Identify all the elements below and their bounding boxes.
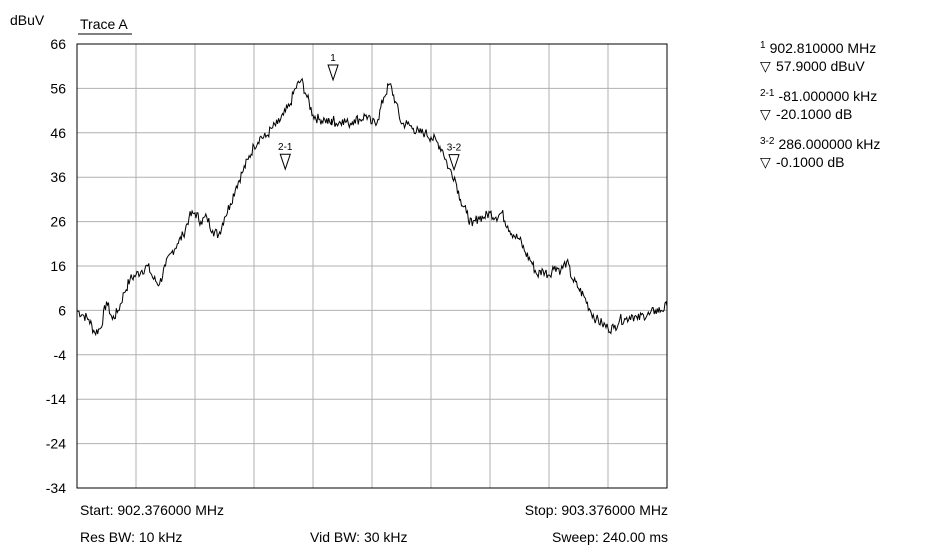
- y-tick-label: 26: [50, 214, 66, 230]
- chart-title: Trace A: [80, 16, 128, 32]
- y-tick-label: 36: [50, 169, 66, 185]
- y-tick-label: 6: [58, 302, 66, 318]
- resolution-bandwidth: Res BW: 10 kHz: [80, 529, 183, 545]
- marker-delta-level: -20.1000 dB: [776, 106, 853, 122]
- marker-label: 1: [330, 53, 336, 64]
- marker-delta-frequency: 286.000000 kHz: [778, 136, 881, 152]
- y-tick-label: 46: [50, 125, 66, 141]
- marker-delta-level: -0.1000 dB: [776, 154, 845, 170]
- y-tick-label: -4: [54, 347, 67, 363]
- marker-triangle-icon: ▽: [760, 58, 771, 74]
- y-tick-label: 56: [50, 80, 66, 96]
- marker-frequency: 902.810000 MHz: [769, 40, 877, 56]
- marker-triangle: [279, 153, 291, 171]
- marker-level: 57.9000 dBuV: [776, 58, 865, 74]
- sweep-time: Sweep: 240.00 ms: [552, 529, 668, 545]
- y-tick-label: 16: [50, 258, 66, 274]
- marker-label: 3-2: [447, 143, 462, 154]
- plot-frame: [76, 43, 668, 489]
- y-tick-label: -14: [46, 391, 66, 407]
- video-bandwidth: Vid BW: 30 kHz: [310, 529, 408, 545]
- y-tick-label: -24: [46, 436, 66, 452]
- marker-id: 3-2: [760, 136, 775, 147]
- trace-a-line: [76, 77, 668, 337]
- marker-id: 2-1: [760, 88, 775, 99]
- marker-triangle: [448, 154, 460, 172]
- y-axis-label: dBuV: [10, 12, 45, 28]
- marker-triangle-icon: ▽: [760, 154, 771, 170]
- marker-triangle: [327, 64, 339, 82]
- y-tick-label: 66: [50, 36, 66, 52]
- marker-label: 2-1: [278, 142, 293, 153]
- start-frequency: Start: 902.376000 MHz: [80, 502, 224, 518]
- stop-frequency: Stop: 903.376000 MHz: [524, 502, 668, 518]
- y-tick-label: -34: [46, 480, 66, 496]
- marker-triangle-icon: ▽: [760, 106, 771, 122]
- marker-delta-frequency: -81.000000 kHz: [778, 88, 878, 104]
- marker-id: 1: [760, 40, 766, 51]
